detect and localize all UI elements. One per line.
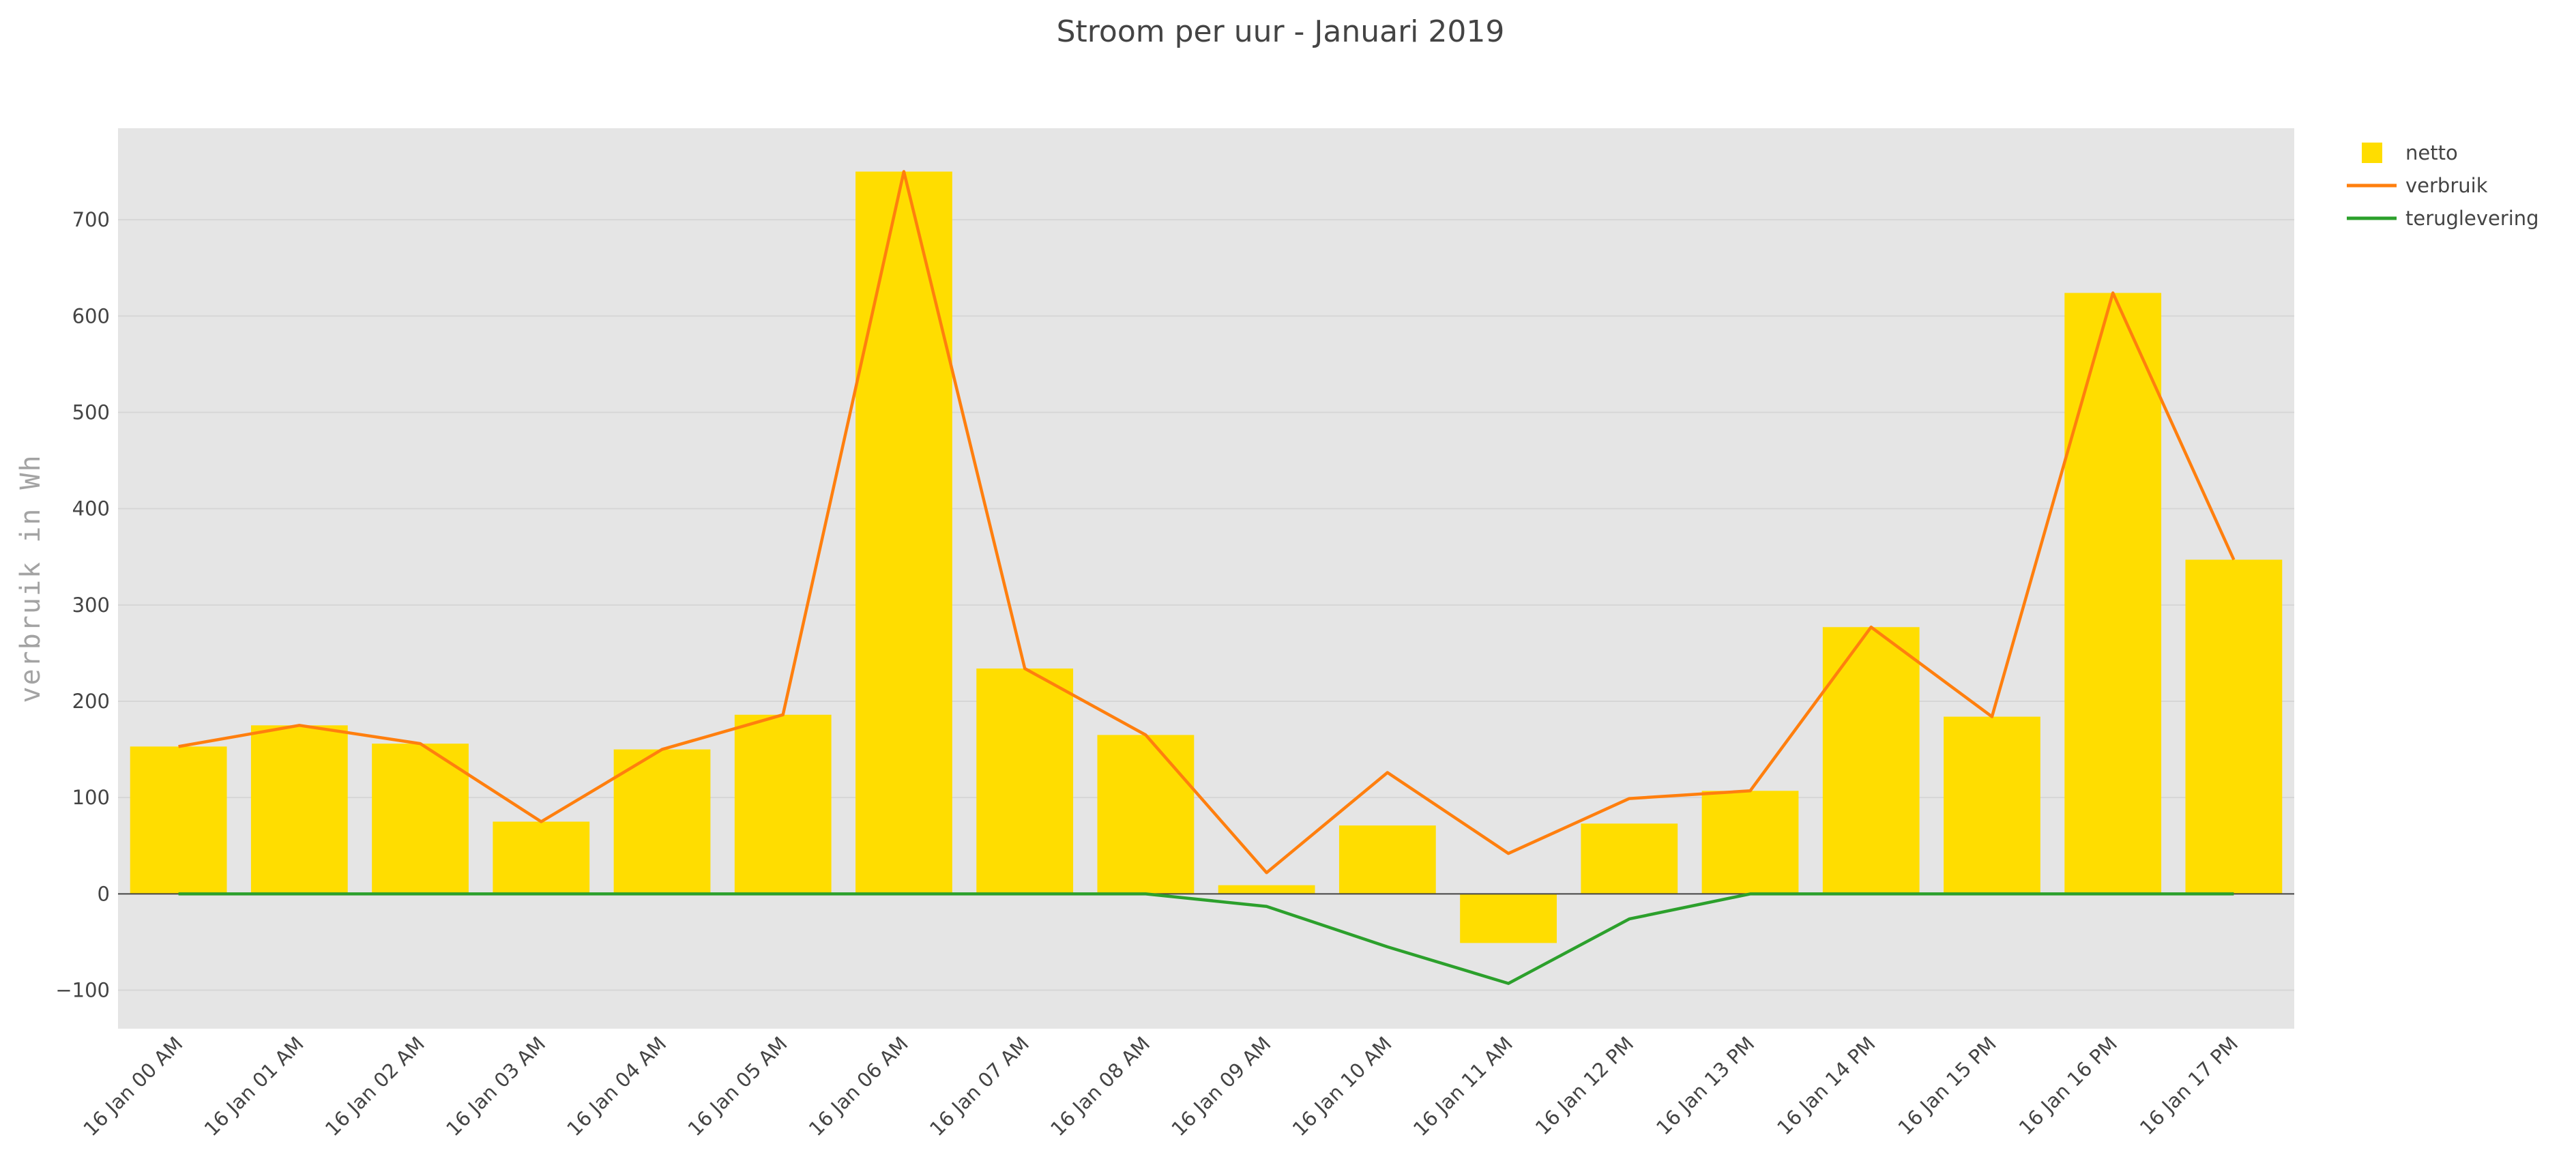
x-tick-label: 16 Jan 13 PM [1652, 1032, 1759, 1139]
x-tick-label: 16 Jan 07 AM [925, 1032, 1034, 1141]
legend-item-verbruik[interactable]: verbruik [2347, 174, 2488, 197]
bar-netto[interactable] [734, 714, 832, 894]
legend-item-netto[interactable]: netto [2362, 141, 2458, 164]
x-tick-label: 16 Jan 15 PM [1893, 1032, 2000, 1139]
legend-label: teruglevering [2405, 207, 2539, 230]
bar-netto[interactable] [1581, 823, 1678, 894]
bar-netto[interactable] [976, 669, 1074, 894]
bar-netto[interactable] [1822, 627, 1920, 894]
bar-netto[interactable] [372, 744, 469, 894]
bar-netto[interactable] [1701, 791, 1799, 894]
chart-title: Stroom per uur - Januari 2019 [1057, 14, 1505, 49]
bar-netto[interactable] [855, 171, 952, 894]
line-teruglevering[interactable] [178, 892, 2234, 985]
y-tick-label: 300 [72, 593, 110, 617]
legend[interactable]: netto verbruik teruglevering [2347, 141, 2539, 230]
legend-label: verbruik [2405, 174, 2488, 197]
x-tick-label: 16 Jan 11 AM [1409, 1032, 1517, 1141]
bar-netto[interactable] [1338, 825, 1436, 894]
x-tick-label: 16 Jan 08 AM [1046, 1032, 1154, 1141]
x-tick-label: 16 Jan 09 AM [1167, 1032, 1275, 1141]
x-tick-label: 16 Jan 04 AM [562, 1032, 671, 1141]
x-tick-label: 16 Jan 10 AM [1288, 1032, 1396, 1141]
y-tick-label: 500 [72, 400, 110, 424]
y-tick-label: 0 [98, 882, 110, 905]
x-tick-label: 16 Jan 16 PM [2015, 1032, 2122, 1139]
x-tick-label: 16 Jan 12 PM [1531, 1032, 1638, 1139]
bar-netto[interactable] [493, 821, 590, 894]
x-tick-label: 16 Jan 01 AM [200, 1032, 308, 1141]
legend-swatch [2362, 143, 2382, 163]
line-verbruik[interactable] [178, 170, 2236, 875]
x-tick-label: 16 Jan 03 AM [441, 1032, 550, 1141]
y-tick-label: 200 [72, 690, 110, 713]
y-tick-label: 100 [72, 786, 110, 809]
bar-netto[interactable] [250, 725, 348, 894]
x-tick-label: 16 Jan 05 AM [684, 1032, 792, 1141]
x-tick-label: 16 Jan 14 PM [1772, 1032, 1879, 1139]
bar-netto[interactable] [1944, 716, 2040, 894]
legend-label: netto [2405, 141, 2458, 164]
bar-netto[interactable] [613, 749, 711, 894]
x-tick-label: 16 Jan 06 AM [804, 1032, 913, 1141]
y-tick-label: 700 [72, 208, 110, 231]
grid-lines [118, 219, 2294, 991]
bar-netto[interactable] [2185, 559, 2283, 894]
bars-netto [130, 171, 2283, 943]
bar-netto[interactable] [130, 746, 227, 894]
y-tick-labels: −100 0 100 200 300 400 500 600 700 [55, 208, 110, 1001]
bar-netto[interactable] [1218, 885, 1315, 894]
lines [178, 170, 2236, 985]
y-tick-label: 400 [72, 497, 110, 520]
x-tick-label: 16 Jan 02 AM [321, 1032, 429, 1141]
y-tick-label: 600 [72, 304, 110, 327]
bar-netto[interactable] [1097, 735, 1195, 894]
plot-area [118, 128, 2294, 1029]
x-tick-label: 16 Jan 17 PM [2135, 1032, 2242, 1139]
x-tick-label: 16 Jan 00 AM [78, 1032, 187, 1141]
y-axis-label: verbruik in Wh [15, 454, 46, 703]
x-tick-labels: 16 Jan 00 AM 16 Jan 01 AM 16 Jan 02 AM 16 J… [78, 1032, 2242, 1141]
legend-item-teruglevering[interactable]: teruglevering [2347, 207, 2539, 230]
y-tick-label: −100 [55, 979, 110, 1002]
bar-netto[interactable] [1460, 894, 1557, 943]
bar-netto[interactable] [2064, 293, 2162, 894]
